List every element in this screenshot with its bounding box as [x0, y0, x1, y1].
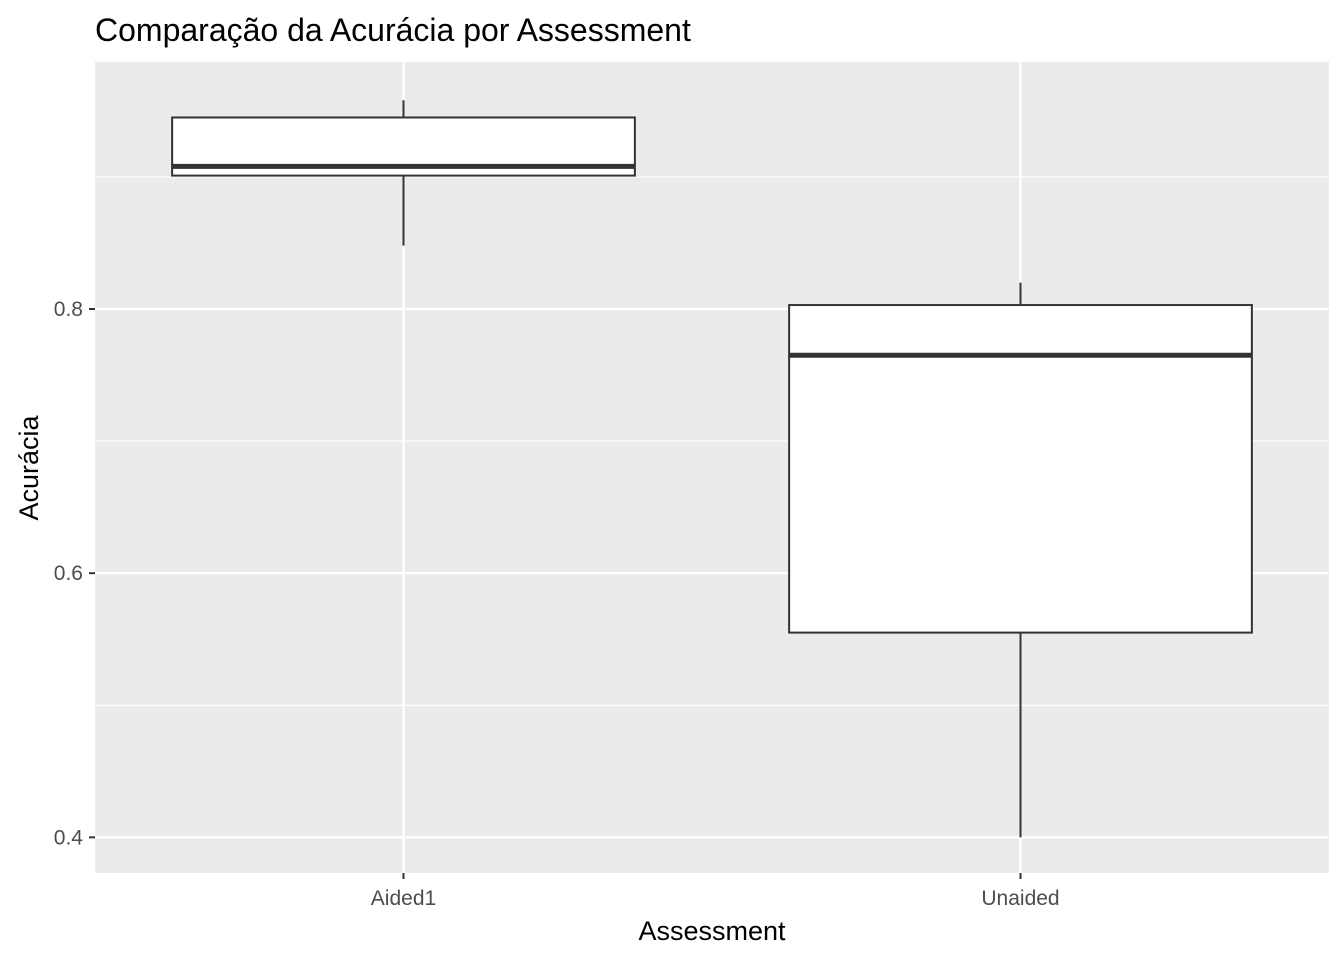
box-unaided	[788, 282, 1253, 838]
y-tick-label: 0.6	[54, 562, 83, 585]
y-tick-label: 0.4	[54, 826, 84, 849]
y-axis-title: Acurácia	[14, 414, 44, 520]
x-tick-label: Unaided	[981, 887, 1059, 910]
y-axis: 0.4 0.6 0.8	[54, 298, 95, 849]
x-tick-label: Aided1	[371, 887, 436, 910]
chart-title: Comparação da Acurácia por Assessment	[95, 12, 691, 48]
box-rect	[788, 304, 1253, 634]
boxes	[171, 100, 1253, 838]
x-axis-title: Assessment	[638, 916, 786, 946]
box-aided1	[171, 100, 636, 246]
y-tick-label: 0.8	[54, 298, 83, 321]
x-axis: Aided1 Unaided	[371, 873, 1060, 910]
